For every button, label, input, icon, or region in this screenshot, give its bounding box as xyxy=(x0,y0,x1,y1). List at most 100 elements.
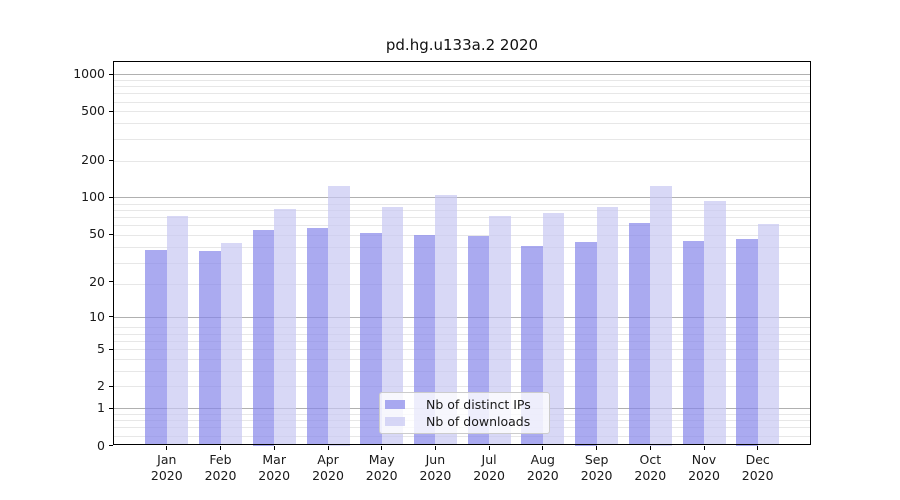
x-tick-year: 2020 xyxy=(634,467,667,483)
gridline-minor-7 xyxy=(113,333,811,335)
x-tick-month: Jul xyxy=(481,452,497,467)
x-tick-month: Aug xyxy=(530,452,555,467)
bar-ips-sep xyxy=(575,242,597,446)
x-tick-jul xyxy=(488,446,490,450)
y-tick-label-100: 100 xyxy=(81,189,105,205)
bar-ips-may xyxy=(360,233,382,446)
bar-downloads-jan xyxy=(166,216,189,446)
x-tick-year: 2020 xyxy=(258,467,291,483)
x-tick-month: Apr xyxy=(317,452,339,467)
y-tick-label-0: 0 xyxy=(97,437,105,453)
x-tick-sep xyxy=(596,446,598,450)
y-tick-10 xyxy=(109,316,113,318)
y-tick-label-5: 5 xyxy=(97,341,105,357)
x-tick-month: Feb xyxy=(209,452,232,467)
gridline-minor-8 xyxy=(113,327,811,329)
gridline-minor-599 xyxy=(113,101,811,103)
bar-ips-oct xyxy=(628,222,651,446)
bar-ips-mar xyxy=(252,230,275,446)
y-tick-1000 xyxy=(109,73,113,75)
bar-downloads-mar xyxy=(274,208,296,446)
x-tick-label-aug: Aug 2020 xyxy=(515,452,571,483)
gridline-minor-899 xyxy=(113,79,811,81)
bar-downloads-dec xyxy=(757,223,780,446)
gridline-minor-59 xyxy=(113,225,811,227)
y-tick-label-1: 1 xyxy=(97,400,105,416)
legend: Nb of distinct IPs Nb of downloads xyxy=(379,392,550,434)
x-tick-feb xyxy=(220,446,221,450)
bar-ips-nov xyxy=(682,240,704,446)
bar-downloads-oct xyxy=(650,185,672,446)
gridline-major-1000 xyxy=(113,74,811,76)
x-tick-year: 2020 xyxy=(312,467,344,483)
legend-label-downloads: Nb of downloads xyxy=(426,414,531,429)
gridline-minor-3 xyxy=(113,371,811,372)
x-tick-month: Jun xyxy=(425,452,446,467)
bar-downloads-jun xyxy=(435,194,457,446)
x-tick-month: Jan xyxy=(157,452,177,467)
x-tick-year: 2020 xyxy=(204,467,237,483)
legend-item-downloads: Nb of downloads xyxy=(385,414,541,429)
x-tick-jan xyxy=(166,446,168,450)
y-tick-0 xyxy=(109,445,113,446)
gridline-minor-89 xyxy=(113,203,811,205)
x-tick-year: 2020 xyxy=(473,467,505,483)
y-tick-100 xyxy=(109,196,113,198)
x-tick-apr xyxy=(327,446,329,450)
y-tick-500 xyxy=(109,110,113,112)
bar-ips-jan xyxy=(145,249,167,446)
plot-area xyxy=(113,61,811,446)
gridline-minor-39 xyxy=(113,247,811,249)
bar-ips-dec xyxy=(736,238,758,446)
x-tick-month: Sep xyxy=(584,452,609,467)
gridline-minor-6 xyxy=(113,340,811,342)
y-tick-label-50: 50 xyxy=(89,226,105,242)
gridline-major-10 xyxy=(113,316,811,318)
y-tick-50 xyxy=(109,233,113,235)
y-tick-label-2: 2 xyxy=(97,378,105,394)
x-tick-label-oct: Oct 2020 xyxy=(622,452,678,483)
gridline-minor-499 xyxy=(113,111,811,113)
bar-downloads-may xyxy=(381,206,404,446)
x-tick-jun xyxy=(434,446,436,450)
x-tick-may xyxy=(381,446,383,450)
legend-swatch-downloads xyxy=(385,417,405,426)
y-tick-1 xyxy=(109,407,113,409)
gridline-minor-0.2 xyxy=(113,435,811,437)
y-tick-label-10: 10 xyxy=(89,308,105,324)
y-tick-label-500: 500 xyxy=(81,103,105,119)
x-tick-month: Dec xyxy=(745,452,770,467)
x-tick-label-sep: Sep 2020 xyxy=(569,452,625,483)
x-tick-month: Nov xyxy=(691,452,717,467)
x-tick-month: Oct xyxy=(639,452,662,467)
bar-ips-apr xyxy=(306,228,328,446)
x-tick-label-jan: Jan 2020 xyxy=(139,452,195,483)
gridline-minor-199 xyxy=(113,160,811,162)
gridline-minor-299 xyxy=(113,138,811,140)
x-tick-oct xyxy=(649,446,651,450)
bar-downloads-apr xyxy=(328,185,350,446)
x-tick-month: Mar xyxy=(262,452,286,467)
y-tick-5 xyxy=(109,348,113,350)
y-tick-label-1000: 1000 xyxy=(73,66,105,82)
x-tick-nov xyxy=(703,446,705,450)
gridline-minor-49 xyxy=(113,235,811,237)
x-tick-label-nov: Nov 2020 xyxy=(676,452,732,483)
x-tick-label-jul: Jul 2020 xyxy=(461,452,517,483)
gridline-minor-699 xyxy=(113,93,811,95)
x-tick-year: 2020 xyxy=(365,467,398,483)
x-tick-year: 2020 xyxy=(419,467,452,483)
x-tick-mar xyxy=(273,446,275,450)
x-tick-label-may: May 2020 xyxy=(354,452,410,483)
x-tick-month: May xyxy=(368,452,395,467)
gridline-minor-399 xyxy=(113,123,811,125)
x-tick-year: 2020 xyxy=(150,467,183,483)
x-tick-year: 2020 xyxy=(526,467,559,483)
y-tick-label-200: 200 xyxy=(81,152,105,168)
gridline-minor-69 xyxy=(113,217,811,219)
gridline-minor-4 xyxy=(113,359,811,360)
x-tick-label-feb: Feb 2020 xyxy=(193,452,249,483)
legend-item-distinct-ips: Nb of distinct IPs xyxy=(385,397,541,412)
legend-swatch-distinct-ips xyxy=(385,400,405,409)
